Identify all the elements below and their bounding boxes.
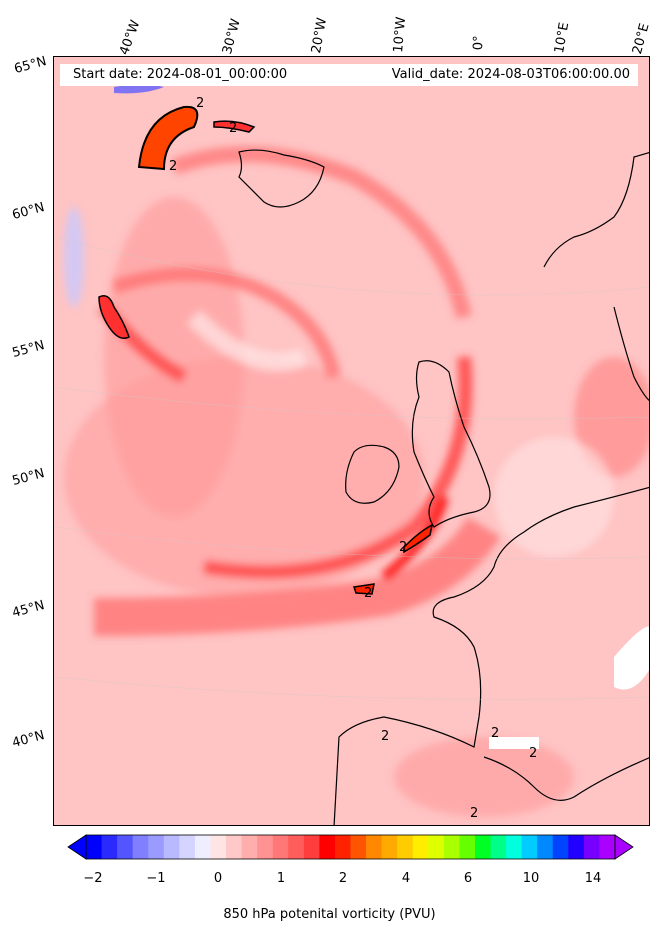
- colorbar-tick: 0: [213, 871, 223, 886]
- colorbar-cell: [443, 835, 460, 859]
- colorbar-cell: [272, 835, 289, 859]
- colorbar-cell: [552, 835, 569, 859]
- colorbar-cell: [117, 835, 134, 859]
- colorbar-min-arrow: [67, 834, 87, 860]
- lat-label-50n: 50°N: [10, 466, 47, 489]
- contour-label: 2: [491, 726, 499, 741]
- colorbar-tick: 2: [338, 871, 348, 886]
- graticule: [54, 236, 649, 700]
- lon-label-40w: 40°W: [117, 18, 144, 58]
- pv-high-nw: [137, 105, 199, 171]
- pv-negative-balearic: [489, 737, 539, 749]
- colorbar-cell: [210, 835, 227, 859]
- colorbar-cell: [101, 835, 118, 859]
- colorbar-cell: [163, 835, 180, 859]
- colorbar-cell: [459, 835, 476, 859]
- contour-label: 2: [364, 586, 372, 601]
- colorbar-cell: [319, 835, 336, 859]
- lon-label-30w: 30°W: [220, 17, 244, 56]
- lat-label-60n: 60°N: [10, 200, 47, 223]
- colorbar-cell: [474, 835, 492, 859]
- contour-labels: 2 2 2 2 2 2 2 2 2: [169, 96, 537, 821]
- contour-label: 2: [470, 806, 478, 821]
- colorbar-cell: [132, 835, 149, 859]
- colorbar-cell: [412, 835, 429, 859]
- start-date-text: Start date: 2024-08-01_00:00:00: [73, 67, 288, 82]
- colorbar-max-arrow: [614, 834, 634, 860]
- lat-label-55n: 55°N: [10, 338, 47, 361]
- colorbar-cell: [583, 835, 600, 859]
- colorbar-tick: 6: [463, 871, 473, 886]
- colorbar-cell: [86, 835, 103, 859]
- contour-label: 2: [196, 96, 204, 111]
- colorbar-tick: 10: [522, 871, 540, 886]
- pv-shading: [64, 146, 649, 817]
- coastlines: [238, 149, 649, 825]
- colorbar-cell: [521, 835, 538, 859]
- colorbar-cell: [241, 835, 258, 859]
- contour-label: 2: [169, 159, 177, 174]
- lon-label-10e: 10°E: [552, 21, 573, 55]
- contour-label: 2: [529, 746, 537, 761]
- colorbar-cell: [428, 835, 445, 859]
- colorbar-cell: [179, 835, 196, 859]
- colorbar-tick: 14: [584, 871, 602, 886]
- lon-label-20w: 20°W: [309, 16, 331, 55]
- lat-label-40n: 40°N: [10, 728, 47, 751]
- colorbar-cell: [381, 835, 398, 859]
- colorbar-outline: [85, 834, 616, 860]
- colorbar: [67, 834, 634, 860]
- colorbar-cell: [397, 835, 414, 859]
- header-band: [60, 64, 638, 86]
- colorbar-cell: [350, 835, 367, 859]
- colorbar-cell: [288, 835, 305, 859]
- lon-label-20e: 20°E: [630, 21, 653, 56]
- lon-label-10w: 10°W: [391, 16, 410, 54]
- colorbar-tick: 1: [276, 871, 286, 886]
- colorbar-cell: [599, 835, 616, 859]
- contour-label: 2: [229, 121, 237, 136]
- colorbar-cell: [568, 835, 585, 859]
- pv-high-atlantic: [98, 295, 130, 339]
- colorbar-cell: [194, 835, 211, 859]
- contour-label: 2: [381, 729, 389, 744]
- colorbar-label: 850 hPa potenital vorticity (PVU): [223, 907, 436, 922]
- colorbar-tick: −1: [146, 871, 166, 886]
- lon-label-0: 0°: [471, 35, 487, 51]
- colorbar-cell: [366, 835, 383, 859]
- colorbar-cell: [148, 835, 165, 859]
- colorbar-cell: [506, 835, 523, 859]
- lat-label-45n: 45°N: [10, 598, 47, 621]
- pv-negative-med: [614, 626, 649, 690]
- lat-label-65n: 65°N: [12, 54, 49, 77]
- colorbar-tick: −2: [83, 871, 103, 886]
- colorbar-tick: 4: [401, 871, 411, 886]
- colorbar-cell: [537, 835, 554, 859]
- colorbar-cell: [257, 835, 274, 859]
- pv-high-channel: [403, 523, 434, 554]
- pv-high-greenland-e: [213, 120, 256, 133]
- map-panel: 2 2 2 2 2 2 2 2 2: [53, 56, 650, 826]
- colorbar-cell: [334, 835, 351, 859]
- valid-date-text: Valid_date: 2024-08-03T06:00:00.00: [391, 67, 630, 82]
- pv-high-sw: [353, 583, 375, 595]
- pv-field-map: 2 2 2 2 2 2 2 2 2: [54, 57, 649, 825]
- pv-negative-greenland: [114, 84, 164, 94]
- colorbar-cell: [226, 835, 243, 859]
- colorbar-cell: [303, 835, 320, 859]
- colorbar-cell: [490, 835, 507, 859]
- contour-label: 2: [399, 540, 407, 555]
